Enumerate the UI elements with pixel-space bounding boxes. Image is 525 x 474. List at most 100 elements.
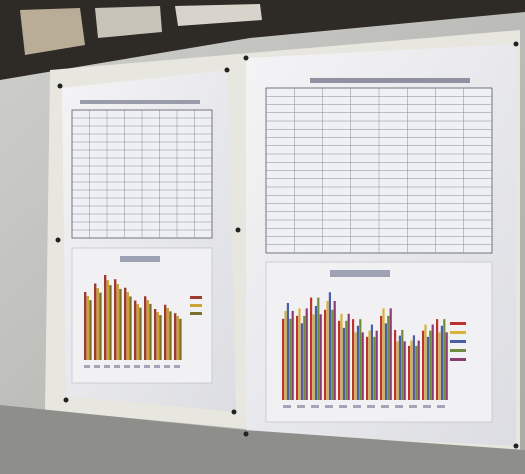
chart-frame — [72, 248, 212, 383]
table-caption — [310, 78, 470, 83]
tick-mark — [297, 405, 305, 408]
legend-swatch — [450, 349, 466, 352]
tick-mark — [114, 365, 120, 368]
tick-mark — [437, 405, 445, 408]
bar-shape — [107, 280, 109, 360]
tick-mark — [104, 365, 110, 368]
bar-shape — [124, 288, 126, 360]
chart-caption — [330, 270, 390, 277]
bar-shape — [399, 336, 401, 400]
tick-mark — [84, 365, 90, 368]
bar-shape — [114, 279, 116, 360]
legend-swatch — [190, 304, 202, 307]
bar-shape — [315, 306, 317, 400]
bar-shape — [89, 300, 91, 360]
bar-shape — [317, 298, 319, 400]
tick-mark — [124, 365, 130, 368]
pin — [514, 444, 519, 449]
bar-shape — [320, 314, 322, 400]
bar-shape — [84, 292, 86, 360]
tick-mark — [174, 365, 180, 368]
bar-shape — [387, 316, 389, 400]
bar-shape — [87, 296, 89, 360]
bar-shape — [99, 293, 101, 360]
bar-shape — [296, 316, 298, 400]
legend-swatch — [190, 312, 202, 315]
bar-shape — [371, 325, 373, 400]
bar-shape — [306, 308, 308, 400]
bar-shape — [415, 346, 417, 400]
bar-shape — [329, 292, 331, 400]
bar-shape — [157, 312, 159, 360]
bar-shape — [343, 328, 345, 400]
bar-shape — [159, 315, 161, 360]
bar-shape — [338, 321, 340, 400]
bar-shape — [97, 288, 99, 360]
bar-shape — [436, 319, 438, 400]
bar-shape — [94, 284, 96, 361]
bar-shape — [348, 314, 350, 400]
bar-shape — [177, 316, 179, 360]
bar-shape — [368, 331, 370, 400]
bar-shape — [443, 319, 445, 400]
tick-mark — [353, 405, 361, 408]
pin — [225, 68, 230, 73]
bar-shape — [385, 323, 387, 400]
bar-shape — [438, 332, 440, 400]
bar-shape — [167, 308, 169, 360]
bar-shape — [394, 330, 396, 400]
bar-shape — [303, 316, 305, 400]
bar-shape — [334, 301, 336, 400]
bar-shape — [340, 314, 342, 400]
tick-mark — [144, 365, 150, 368]
pin — [514, 42, 519, 47]
bar-shape — [282, 319, 284, 400]
bar-shape — [134, 301, 136, 361]
bar-shape — [154, 309, 156, 360]
tick-mark — [423, 405, 431, 408]
bar-shape — [287, 303, 289, 400]
legend-swatch — [450, 331, 466, 334]
bar-shape — [446, 332, 448, 400]
pin — [56, 238, 61, 243]
bar-shape — [432, 325, 434, 400]
bar-shape — [139, 308, 141, 360]
tick-mark — [339, 405, 347, 408]
bar-shape — [147, 300, 149, 360]
bar-shape — [127, 292, 129, 360]
bar-shape — [382, 308, 384, 400]
tick-mark — [164, 365, 170, 368]
chart-caption — [120, 256, 160, 262]
bar-shape — [129, 296, 131, 360]
tick-mark — [367, 405, 375, 408]
bar-shape — [174, 313, 176, 360]
bar-shape — [366, 337, 368, 400]
bar-shape — [410, 341, 412, 400]
tick-mark — [395, 405, 403, 408]
bar-shape — [149, 304, 151, 360]
bar-shape — [357, 326, 359, 400]
bar-shape — [396, 341, 398, 400]
bar-shape — [117, 284, 119, 360]
legend-swatch — [450, 358, 466, 361]
bar-shape — [390, 308, 392, 400]
bar-shape — [376, 331, 378, 400]
legend-swatch — [190, 296, 202, 299]
bar-shape — [413, 335, 415, 400]
bar-shape — [179, 319, 181, 360]
tick-mark — [325, 405, 333, 408]
pin — [232, 410, 237, 415]
bar-shape — [312, 314, 314, 400]
tick-mark — [409, 405, 417, 408]
bar-shape — [164, 305, 166, 360]
bar-shape — [408, 346, 410, 400]
bar-shape — [324, 310, 326, 400]
table-caption — [80, 100, 200, 104]
tick-mark — [154, 365, 160, 368]
bar-shape — [429, 331, 431, 400]
bar-shape — [359, 319, 361, 400]
pin — [58, 84, 63, 89]
bar-shape — [301, 323, 303, 400]
bar-shape — [298, 308, 300, 400]
bar-shape — [326, 301, 328, 400]
